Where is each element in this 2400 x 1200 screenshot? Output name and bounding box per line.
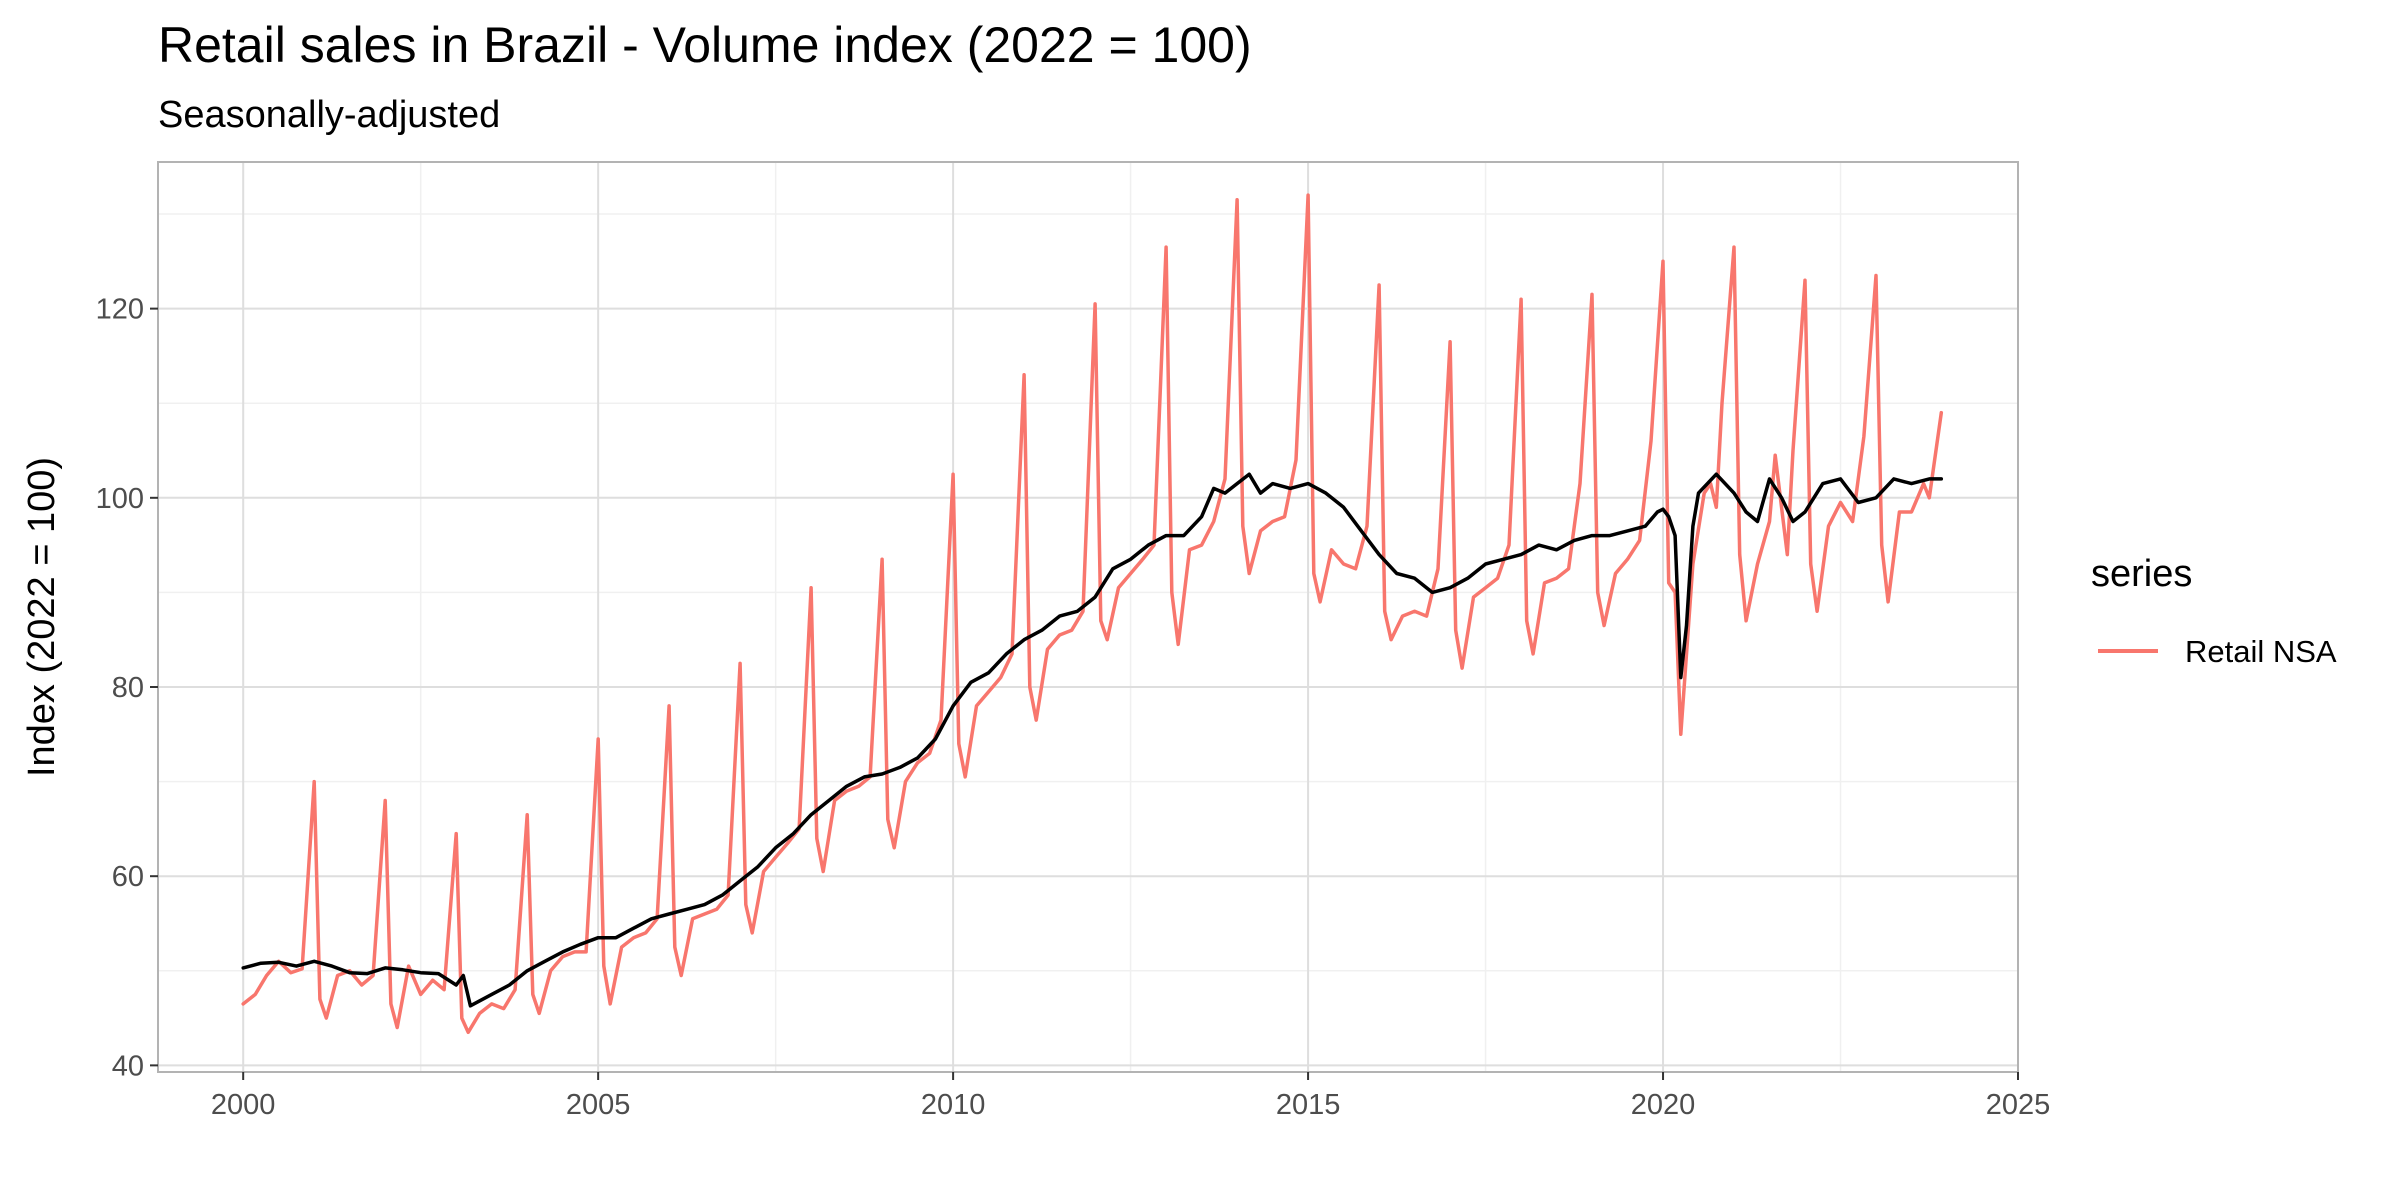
plot-panel-border bbox=[157, 161, 2019, 1073]
series-line-seasonally-adjusted bbox=[241, 472, 1944, 1008]
major-gridlines bbox=[158, 162, 2019, 1072]
legend-title: series bbox=[2091, 553, 2192, 595]
legend-label-retail-nsa: Retail NSA bbox=[2185, 634, 2337, 669]
y-tick-label: 120 bbox=[96, 294, 144, 326]
y-axis: 40 60 80 100 120 bbox=[96, 294, 158, 1082]
chart-subtitle: Seasonally-adjusted bbox=[158, 94, 500, 136]
y-tick-label: 80 bbox=[112, 672, 144, 704]
legend: series Retail NSA bbox=[2091, 553, 2337, 669]
x-tick-label: 2010 bbox=[921, 1089, 986, 1121]
y-axis-title: Index (2022 = 100) bbox=[21, 457, 63, 777]
x-tick-label: 2025 bbox=[1986, 1089, 2051, 1121]
chart-title: Retail sales in Brazil - Volume index (2… bbox=[158, 17, 1252, 73]
y-tick-label: 100 bbox=[96, 483, 144, 515]
x-tick-label: 2015 bbox=[1276, 1089, 1341, 1121]
minor-gridlines bbox=[158, 162, 2018, 1072]
x-tick-label: 2020 bbox=[1631, 1089, 1696, 1121]
x-tick-label: 2005 bbox=[566, 1089, 631, 1121]
x-axis: 2000 2005 2010 2015 2020 2025 bbox=[211, 1072, 2050, 1121]
series-line-retail-nsa bbox=[241, 193, 1944, 1035]
y-tick-label: 40 bbox=[112, 1050, 144, 1082]
series-lines bbox=[241, 193, 1944, 1035]
x-tick-label: 2000 bbox=[211, 1089, 276, 1121]
y-tick-label: 60 bbox=[112, 861, 144, 893]
